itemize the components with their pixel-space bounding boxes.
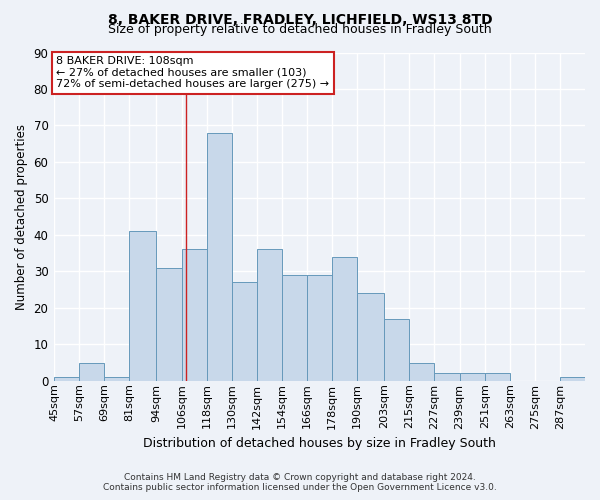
Bar	[357, 293, 385, 381]
Bar	[485, 374, 510, 381]
Bar	[460, 374, 485, 381]
Bar	[79, 362, 104, 381]
Bar	[104, 377, 129, 381]
Bar	[182, 250, 206, 381]
Bar	[307, 275, 332, 381]
Text: 8 BAKER DRIVE: 108sqm
← 27% of detached houses are smaller (103)
72% of semi-det: 8 BAKER DRIVE: 108sqm ← 27% of detached …	[56, 56, 329, 90]
Bar	[54, 377, 79, 381]
Bar	[129, 231, 157, 381]
Text: Size of property relative to detached houses in Fradley South: Size of property relative to detached ho…	[108, 22, 492, 36]
Bar	[232, 282, 257, 381]
Bar	[157, 268, 182, 381]
Bar	[206, 132, 232, 381]
Text: Contains HM Land Registry data © Crown copyright and database right 2024.
Contai: Contains HM Land Registry data © Crown c…	[103, 473, 497, 492]
Bar	[434, 374, 460, 381]
Bar	[257, 250, 282, 381]
Bar	[560, 377, 585, 381]
Text: 8, BAKER DRIVE, FRADLEY, LICHFIELD, WS13 8TD: 8, BAKER DRIVE, FRADLEY, LICHFIELD, WS13…	[107, 12, 493, 26]
Bar	[409, 362, 434, 381]
Bar	[385, 319, 409, 381]
Y-axis label: Number of detached properties: Number of detached properties	[15, 124, 28, 310]
Bar	[282, 275, 307, 381]
Bar	[332, 257, 357, 381]
X-axis label: Distribution of detached houses by size in Fradley South: Distribution of detached houses by size …	[143, 437, 496, 450]
